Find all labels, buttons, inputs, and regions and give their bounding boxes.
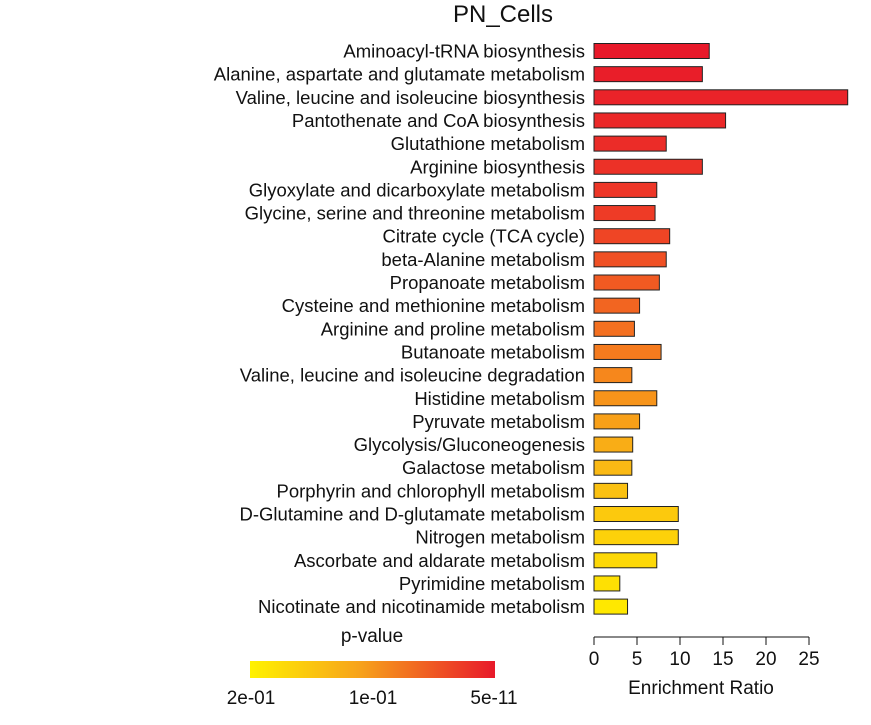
bars-group bbox=[593, 43, 849, 615]
category-label: Glycine, serine and threonine metabolism bbox=[245, 203, 585, 224]
bar bbox=[593, 89, 849, 106]
category-label: Valine, leucine and isoleucine degradati… bbox=[240, 365, 585, 386]
bar bbox=[593, 66, 703, 83]
category-label: beta-Alanine metabolism bbox=[381, 249, 585, 270]
category-label: Glycolysis/Gluconeogenesis bbox=[354, 434, 585, 455]
category-label: Aminoacyl-tRNA biosynthesis bbox=[343, 41, 585, 62]
x-tick-label: 25 bbox=[798, 649, 819, 670]
category-label: Porphyrin and chlorophyll metabolism bbox=[277, 480, 585, 501]
bar bbox=[593, 367, 633, 384]
legend-title: p-value bbox=[341, 626, 403, 647]
category-label: Butanoate metabolism bbox=[401, 341, 585, 362]
chart-title: PN_Cells bbox=[453, 1, 553, 28]
category-label: Glyoxylate and dicarboxylate metabolism bbox=[249, 179, 585, 200]
bar bbox=[593, 320, 635, 337]
category-label: Alanine, aspartate and glutamate metabol… bbox=[214, 64, 585, 85]
bar bbox=[593, 274, 660, 291]
category-label: Pyrimidine metabolism bbox=[399, 573, 585, 594]
x-tick-label: 5 bbox=[632, 649, 643, 670]
x-axis-label: Enrichment Ratio bbox=[628, 678, 774, 699]
category-label: Pantothenate and CoA biosynthesis bbox=[292, 110, 585, 131]
category-label: Pyruvate metabolism bbox=[412, 411, 585, 432]
bar bbox=[593, 482, 629, 499]
bar bbox=[593, 575, 621, 592]
bar bbox=[593, 205, 656, 222]
category-label: Cysteine and methionine metabolism bbox=[282, 295, 585, 316]
bar bbox=[593, 506, 679, 522]
bar bbox=[593, 251, 667, 268]
x-tick-label: 0 bbox=[589, 649, 600, 670]
bar bbox=[593, 390, 658, 407]
bar bbox=[593, 529, 679, 546]
bar bbox=[593, 228, 671, 245]
bar bbox=[593, 181, 658, 198]
x-tick-label: 20 bbox=[755, 649, 776, 670]
bar bbox=[593, 436, 634, 453]
category-label: Galactose metabolism bbox=[402, 457, 585, 478]
bar bbox=[593, 552, 658, 569]
bar bbox=[593, 343, 662, 360]
category-label: Glutathione metabolism bbox=[391, 133, 585, 154]
x-tick-label: 15 bbox=[712, 649, 733, 670]
bar bbox=[593, 413, 641, 430]
x-tick-label: 10 bbox=[669, 649, 690, 670]
category-label: Arginine biosynthesis bbox=[410, 156, 585, 177]
category-label: Citrate cycle (TCA cycle) bbox=[382, 226, 585, 247]
bar bbox=[593, 43, 710, 59]
category-label: Nicotinate and nicotinamide metabolism bbox=[258, 596, 585, 617]
bar bbox=[593, 158, 703, 175]
bar bbox=[593, 459, 633, 476]
legend-label-mid: 1e-01 bbox=[349, 688, 398, 709]
bar bbox=[593, 135, 667, 152]
category-label: Nitrogen metabolism bbox=[415, 527, 585, 548]
legend-label-low: 2e-01 bbox=[227, 688, 276, 709]
legend-gradient-bar bbox=[250, 661, 495, 678]
bar bbox=[593, 598, 629, 615]
category-label: D-Glutamine and D-glutamate metabolism bbox=[240, 504, 585, 525]
pvalue-legend: p-value 2e-01 1e-01 5e-11 bbox=[227, 626, 518, 709]
legend-label-high: 5e-11 bbox=[470, 688, 517, 709]
x-axis: 0 5 10 15 20 25 bbox=[589, 636, 820, 670]
bar bbox=[593, 112, 727, 129]
category-label: Valine, leucine and isoleucine biosynthe… bbox=[236, 87, 585, 108]
category-label: Histidine metabolism bbox=[414, 388, 585, 409]
category-label: Ascorbate and aldarate metabolism bbox=[294, 550, 585, 571]
category-label: Arginine and proline metabolism bbox=[321, 318, 585, 339]
bar bbox=[593, 297, 641, 314]
category-label: Propanoate metabolism bbox=[390, 272, 585, 293]
